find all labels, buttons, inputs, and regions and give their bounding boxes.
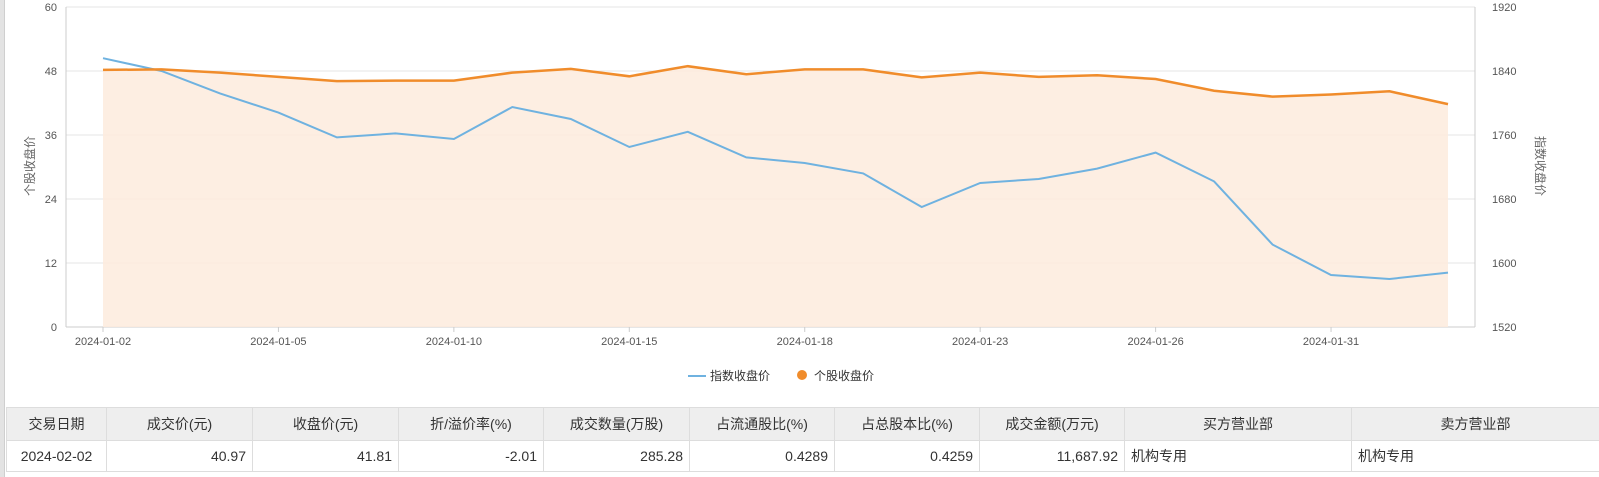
cell-amount: 11,687.92	[979, 440, 1125, 472]
col-trade-date[interactable]: 交易日期	[6, 407, 107, 441]
legend[interactable]: 指数收盘价 个股收盘价	[688, 368, 874, 383]
x-tick-label: 2024-01-10	[426, 336, 482, 348]
stock-close-line	[102, 64, 1449, 106]
y-tick-label-right: 1680	[1492, 194, 1516, 206]
table-header-row: 交易日期 成交价(元) 收盘价(元) 折/溢价率(%) 成交数量(万股) 占流通…	[6, 407, 1599, 441]
y-tick-label-right: 1920	[1492, 2, 1516, 14]
y-tick-label-left: 48	[45, 66, 57, 78]
y-tick-label-right: 1840	[1492, 66, 1516, 78]
block-trade-table: 交易日期 成交价(元) 收盘价(元) 折/溢价率(%) 成交数量(万股) 占流通…	[6, 407, 1599, 472]
x-tick-label: 2024-01-31	[1303, 336, 1359, 348]
col-discount-rate[interactable]: 折/溢价率(%)	[398, 407, 544, 441]
legend-stock-swatch	[797, 370, 807, 380]
col-close-price[interactable]: 收盘价(元)	[252, 407, 399, 441]
left-border	[0, 0, 5, 477]
col-trade-price[interactable]: 成交价(元)	[106, 407, 253, 441]
x-tick-label: 2024-01-02	[75, 336, 131, 348]
y-axis-left: 0 12 24 36 48 60	[45, 2, 57, 334]
x-tick-label: 2024-01-26	[1127, 336, 1183, 348]
col-float-ratio[interactable]: 占流通股比(%)	[689, 407, 835, 441]
y-axis-right-title: 指数收盘价	[1533, 136, 1548, 196]
cell-trade-date: 2024-02-02	[6, 440, 107, 472]
col-buyer[interactable]: 买方营业部	[1124, 407, 1352, 441]
x-axis: 2024-01-02 2024-01-05 2024-01-10 2024-01-15…	[75, 327, 1359, 348]
y-tick-label-right: 1600	[1492, 258, 1516, 270]
cell-trade-price: 40.97	[106, 440, 253, 472]
col-amount[interactable]: 成交金额(万元)	[979, 407, 1125, 441]
legend-index-label[interactable]: 指数收盘价	[710, 368, 770, 383]
y-tick-label-right: 1520	[1492, 322, 1516, 334]
cell-volume: 285.28	[543, 440, 690, 472]
y-tick-label-left: 24	[45, 194, 57, 206]
cell-seller: 机构专用	[1351, 440, 1599, 472]
col-volume[interactable]: 成交数量(万股)	[543, 407, 690, 441]
x-tick-label: 2024-01-15	[601, 336, 657, 348]
legend-stock-label[interactable]: 个股收盘价	[814, 368, 874, 383]
x-tick-label: 2024-01-05	[250, 336, 306, 348]
y-tick-label-left: 0	[51, 322, 57, 334]
x-tick-label: 2024-01-18	[777, 336, 833, 348]
y-axis-right: 1520 1600 1680 1760 1840 1920	[1492, 2, 1516, 334]
cell-close-price: 41.81	[252, 440, 399, 472]
y-tick-label-left: 12	[45, 258, 57, 270]
table-row: 2024-02-02 40.97 41.81 -2.01 285.28 0.42…	[6, 440, 1599, 472]
cell-total-ratio: 0.4259	[834, 440, 980, 472]
x-tick-label: 2024-01-23	[952, 336, 1008, 348]
cell-buyer: 机构专用	[1124, 440, 1352, 472]
index-close-line	[102, 57, 1449, 281]
stock-close-area	[103, 66, 1448, 327]
col-seller[interactable]: 卖方营业部	[1351, 407, 1599, 441]
y-tick-label-left: 60	[45, 2, 57, 14]
cell-discount-rate: -2.01	[398, 440, 544, 472]
y-tick-label-left: 36	[45, 130, 57, 142]
price-chart: 2024-01-02 2024-01-05 2024-01-10 2024-01-15…	[22, 2, 1548, 383]
y-tick-label-right: 1760	[1492, 130, 1516, 142]
cell-float-ratio: 0.4289	[689, 440, 835, 472]
y-axis-left-title: 个股收盘价	[22, 136, 37, 196]
col-total-ratio[interactable]: 占总股本比(%)	[834, 407, 980, 441]
